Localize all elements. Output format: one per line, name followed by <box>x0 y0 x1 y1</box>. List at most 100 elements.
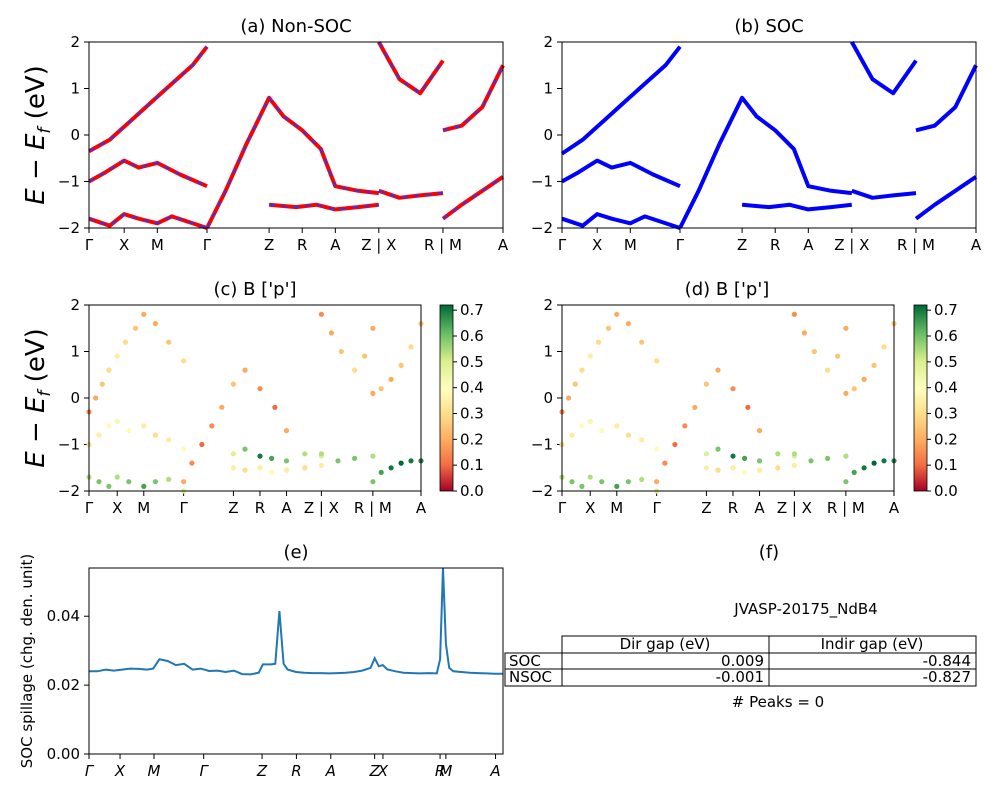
x-tick-label: Γ <box>85 236 94 254</box>
table-row-label: NSOC <box>509 668 552 686</box>
band-line <box>442 64 505 133</box>
x-tick-label: Z | X <box>834 236 869 254</box>
ylabel-sub: f <box>35 388 55 397</box>
band-point <box>742 469 748 475</box>
band-point <box>672 441 678 448</box>
colorbar-tick-label: 0.6 <box>460 327 484 345</box>
band-point <box>318 311 324 317</box>
band-point <box>775 451 781 457</box>
panel-c-frame <box>88 304 422 492</box>
band-line-dash <box>442 64 504 132</box>
band-point <box>654 479 660 485</box>
band-point <box>318 451 324 457</box>
band-line-dash <box>378 41 444 95</box>
band-point <box>152 432 158 438</box>
x-tick-label: M <box>137 499 150 517</box>
colorbar-tick-label: 0.3 <box>460 405 484 423</box>
ylabel-unit: (eV) <box>21 328 51 390</box>
x-tick-label: A <box>803 236 814 254</box>
band-point <box>682 423 688 429</box>
band-point <box>302 451 308 457</box>
band-point <box>338 348 344 355</box>
panel-a-title: (a) Non-SOC <box>240 16 351 37</box>
x-tick-label: Z <box>228 499 238 517</box>
panel-e-plot: 0.000.020.04Γ X M Γ Z R A ZX RM A <box>47 567 503 780</box>
band-point <box>881 458 887 464</box>
y-tick-label: −2 <box>531 219 553 237</box>
band-point <box>96 432 102 438</box>
x-tick-label: Z <box>264 236 274 254</box>
band-point <box>605 325 612 331</box>
band-point <box>106 423 112 429</box>
y-tick-label: 0.04 <box>47 607 80 625</box>
band-point <box>230 451 236 457</box>
band-point <box>328 330 334 336</box>
band-point <box>742 455 748 461</box>
y-tick-label: 0 <box>543 126 553 144</box>
x-tick-label: X <box>119 236 129 254</box>
table-title: JVASP-20175_NdB4 <box>733 600 877 619</box>
band-point <box>715 446 721 452</box>
x-tick-label: Z <box>256 762 268 780</box>
band-point <box>599 428 605 434</box>
band-line <box>561 158 681 189</box>
x-tick-label: A <box>889 499 900 517</box>
x-tick-label: Γ <box>652 499 661 517</box>
band-point <box>242 446 248 452</box>
panel-e-title: (e) <box>283 542 308 563</box>
band-point <box>756 458 763 464</box>
x-tick-label: A <box>971 236 982 254</box>
band-point <box>587 353 593 359</box>
x-tick-label: R <box>728 499 738 517</box>
band-point <box>114 353 120 359</box>
band-point <box>595 339 602 345</box>
x-tick-label: R | M <box>827 499 865 517</box>
y-tick-label: −2 <box>531 482 553 500</box>
panel-c-title: (c) B ['p'] <box>213 279 296 300</box>
band-point <box>370 479 376 485</box>
band-point <box>126 479 132 485</box>
colorbar-tick-label: 0.0 <box>934 482 958 500</box>
band-point <box>587 474 593 480</box>
x-tick-label: X <box>112 499 122 517</box>
x-tick-label: X <box>592 236 602 254</box>
colorbar-tick-label: 0.6 <box>934 327 958 345</box>
band-point <box>871 362 877 368</box>
band-point <box>370 390 376 396</box>
colorbar-tick-label: 0.1 <box>934 456 958 474</box>
band-point <box>269 469 275 475</box>
panel-d-title: (d) B ['p'] <box>685 279 770 300</box>
colorbar-tick-label: 0.3 <box>934 405 958 423</box>
band-point <box>283 458 290 464</box>
band-point <box>230 465 236 471</box>
y-tick-label: 0 <box>70 126 80 144</box>
band-point <box>625 432 632 438</box>
ylabel-middle: E − Ef (eV) <box>21 328 55 468</box>
panel-b-plot: −2 −1 0 1 2 Γ X M Γ Z R A Z | X R | M A <box>531 33 982 254</box>
band-line-dash <box>206 96 379 229</box>
band-point <box>96 479 102 485</box>
band-point <box>242 467 248 473</box>
table-row-label: SOC <box>509 652 541 670</box>
band-point <box>408 344 414 350</box>
band-point <box>775 465 781 471</box>
panel-a-plot: −2 −1 0 1 2 Γ X M Γ Z R A Z | X R | M A <box>58 33 509 254</box>
band-point <box>106 483 112 489</box>
band-point <box>181 479 187 485</box>
x-tick-label: A <box>330 236 341 254</box>
panel-f-gap-table: (f) JVASP-20175_NdB4 Dir gap (eV) Indir … <box>504 542 977 711</box>
band-point <box>141 423 147 429</box>
x-tick-label: Γ <box>85 499 94 517</box>
table-cell: -0.827 <box>923 668 971 686</box>
band-point <box>106 367 112 373</box>
x-tick-label: M <box>624 236 637 254</box>
x-tick-label: R <box>770 236 780 254</box>
band-line <box>915 64 978 133</box>
panel-d-colorbar-ticks: 0.0 0.1 0.2 0.3 0.4 0.5 0.6 0.7 <box>927 301 958 500</box>
band-point <box>166 339 172 345</box>
band-line <box>88 45 209 154</box>
band-line <box>678 95 853 229</box>
band-point <box>572 381 578 387</box>
band-point <box>141 483 147 489</box>
